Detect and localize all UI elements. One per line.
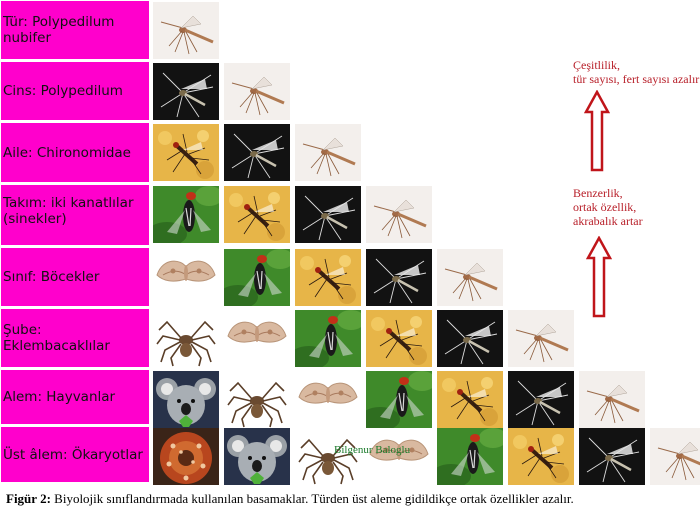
- koala-image: [224, 428, 290, 485]
- level-label: Şube: Eklembacaklılar: [0, 308, 150, 368]
- fly-yellow-image: [437, 371, 503, 428]
- midge-dark-image: [579, 428, 645, 485]
- mosquito-image: [579, 371, 645, 428]
- flower-image: [153, 428, 219, 485]
- caption-text: Biyolojik sınıflandırmada kullanılan bas…: [50, 491, 574, 506]
- fly-yellow-image: [153, 124, 219, 181]
- mosquito-image: [366, 186, 432, 243]
- spider-image: [295, 428, 361, 485]
- mosquito-image: [437, 249, 503, 306]
- fly-yellow-image: [366, 310, 432, 367]
- fly-green-image: [366, 371, 432, 428]
- note-diversity: Çeşitlilik, tür sayısı, fert sayısı azal…: [573, 58, 700, 86]
- mosquito-image: [153, 2, 219, 59]
- moth-image: [153, 249, 219, 306]
- up-arrow-icon: [584, 90, 610, 172]
- mosquito-image: [224, 63, 290, 120]
- fly-yellow-image: [295, 249, 361, 306]
- mosquito-image: [508, 310, 574, 367]
- level-label: Cins: Polypedilum: [0, 61, 150, 121]
- moth-image: [224, 310, 290, 367]
- fly-green-image: [224, 249, 290, 306]
- level-label: Alem: Hayvanlar: [0, 369, 150, 425]
- spider-image: [224, 371, 290, 428]
- mosquito-image: [295, 124, 361, 181]
- fly-yellow-image: [224, 186, 290, 243]
- koala-image: [153, 371, 219, 428]
- moth-image: [295, 371, 361, 428]
- midge-dark-image: [366, 249, 432, 306]
- fly-yellow-image: [508, 428, 574, 485]
- midge-dark-image: [153, 63, 219, 120]
- mosquito-image: [650, 428, 700, 485]
- level-label: Sınıf: Böcekler: [0, 247, 150, 307]
- moth-image: [366, 428, 432, 485]
- midge-dark-image: [224, 124, 290, 181]
- fly-green-image: [295, 310, 361, 367]
- level-label: Aile: Chironomidae: [0, 122, 150, 183]
- caption-prefix: Figür 2:: [6, 491, 51, 506]
- level-label: Takım: iki kanatlılar (sinekler): [0, 184, 150, 246]
- midge-dark-image: [295, 186, 361, 243]
- figure-caption: Figür 2: Biyolojik sınıflandırmada kulla…: [6, 491, 574, 507]
- fly-green-image: [153, 186, 219, 243]
- level-label: Tür: Polypedilum nubifer: [0, 0, 150, 60]
- level-label: Üst âlem: Ökaryotlar: [0, 426, 150, 483]
- midge-dark-image: [508, 371, 574, 428]
- spider-image: [153, 310, 219, 367]
- watermark: Bilgenur Baloglu: [334, 444, 411, 456]
- midge-dark-image: [437, 310, 503, 367]
- fly-green-image: [437, 428, 503, 485]
- note-similarity: Benzerlik, ortak özellik, akrabalık arta…: [573, 186, 643, 228]
- up-arrow-icon: [586, 236, 612, 318]
